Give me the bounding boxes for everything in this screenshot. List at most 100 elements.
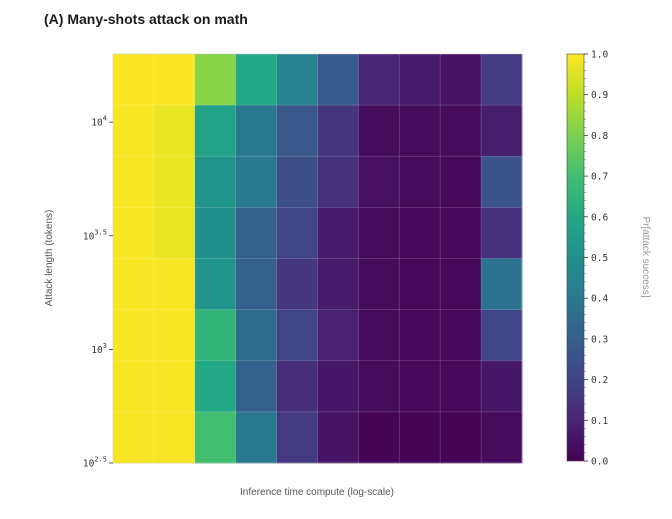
colorbar-tick-label: 0.1: [591, 416, 608, 427]
heatmap-cell: [481, 105, 523, 157]
heatmap-cell: [276, 105, 318, 157]
heatmap-cell: [194, 411, 237, 464]
heatmap-cell: [235, 411, 278, 464]
x-axis-label: Inference time compute (log-scale): [240, 487, 394, 498]
heatmap-cell: [113, 411, 155, 464]
heatmap-cell: [399, 156, 441, 208]
heatmap-cells: [113, 54, 523, 464]
chart-title: (A) Many-shots attack on math: [44, 11, 248, 27]
heatmap-cell: [194, 54, 237, 106]
heatmap-cell: [153, 411, 196, 464]
heatmap-cell: [399, 411, 441, 464]
colorbar-tick-label: 0.0: [591, 457, 608, 468]
heatmap-cell: [358, 309, 400, 362]
heatmap-cell: [153, 360, 196, 413]
plot-frame: [112, 53, 523, 464]
heatmap-cell: [276, 156, 318, 208]
heatmap-cell: [235, 360, 278, 413]
heatmap-cell: [440, 411, 482, 464]
heatmap-cell: [235, 156, 278, 208]
colorbar: [566, 53, 585, 462]
heatmap-cell: [358, 105, 400, 157]
heatmap-cell: [358, 156, 400, 208]
heatmap-cell: [153, 207, 196, 259]
heatmap-cell: [399, 258, 441, 311]
heatmap-cell: [153, 309, 196, 362]
heatmap-cell: [440, 360, 482, 413]
heatmap-cell: [113, 156, 155, 208]
heatmap-cell: [113, 105, 155, 157]
heatmap-cell: [153, 54, 196, 106]
heatmap-cell: [317, 411, 359, 464]
heatmap-cell: [481, 258, 523, 311]
heatmap-cell: [317, 54, 359, 106]
heatmap-cell: [440, 309, 482, 362]
heatmap-cell: [317, 105, 359, 157]
heatmap-cell: [317, 156, 359, 208]
heatmap-cell: [194, 258, 237, 311]
heatmap-cell: [440, 207, 482, 259]
colorbar-tick-label: 0.5: [591, 253, 608, 264]
heatmap-cell: [194, 360, 237, 413]
heatmap-cell: [358, 207, 400, 259]
heatmap-cell: [317, 207, 359, 259]
heatmap-cell: [194, 309, 237, 362]
heatmap-gridlines: [113, 54, 522, 463]
heatmap-cell: [235, 54, 278, 106]
heatmap-cell: [276, 207, 318, 259]
colorbar-tick-label: 0.2: [591, 375, 608, 386]
heatmap-cell: [317, 258, 359, 311]
heatmap-cell: [194, 105, 237, 157]
heatmap-cell: [276, 309, 318, 362]
heatmap-cell: [481, 54, 523, 106]
heatmap-cell: [153, 156, 196, 208]
heatmap-cell: [113, 54, 155, 106]
heatmap-cell: [399, 360, 441, 413]
heatmap-cell: [276, 258, 318, 311]
heatmap-cell: [399, 309, 441, 362]
heatmap-cell: [235, 258, 278, 311]
heatmap-cell: [481, 411, 523, 464]
heatmap-cell: [153, 105, 196, 157]
heatmap-cell: [440, 156, 482, 208]
heatmap-cell: [153, 258, 196, 311]
colorbar-tick-label: 0.6: [591, 212, 608, 223]
heatmap-cell: [358, 360, 400, 413]
heatmap-cell: [399, 105, 441, 157]
y-axis-label: Attack length (tokens): [44, 210, 55, 307]
heatmap-cell: [276, 54, 318, 106]
heatmap-cell: [235, 309, 278, 362]
heatmap-cell: [440, 54, 482, 106]
heatmap-cell: [235, 105, 278, 157]
colorbar-label: Pr[attack success]: [640, 216, 651, 297]
heatmap-cell: [276, 360, 318, 413]
heatmap-cell: [317, 360, 359, 413]
colorbar-tick-label: 0.4: [591, 294, 608, 305]
y-tick-label: 103.5: [83, 228, 107, 242]
heatmap-cell: [399, 54, 441, 106]
heatmap-cell: [358, 54, 400, 106]
y-tick-label: 104: [91, 115, 107, 129]
heatmap-cell: [481, 156, 523, 208]
heatmap-cell: [481, 360, 523, 413]
heatmap-cell: [440, 105, 482, 157]
heatmap-cell: [358, 411, 400, 464]
heatmap-cell: [317, 309, 359, 362]
heatmap-cell: [358, 258, 400, 311]
y-tick-label: 102.5: [83, 456, 107, 470]
heatmap-cell: [235, 207, 278, 259]
y-axis-ticks: 102.5 103 103.5 104: [83, 115, 113, 470]
y-tick-label: 103: [91, 342, 107, 356]
heatmap-cell: [113, 258, 155, 311]
colorbar-tick-label: 0.7: [591, 172, 608, 183]
heatmap-cell: [276, 411, 318, 464]
heatmap-cell: [194, 156, 237, 208]
colorbar-tick-label: 0.9: [591, 90, 608, 101]
heatmap-cell: [113, 309, 155, 362]
colorbar-tick-label: 1.0: [591, 50, 608, 61]
colorbar-ticks: 0.0 0.1 0.2 0.3 0.4 0.5 0.6 0.7 0.8 0.9 1.0: [584, 50, 608, 468]
heatmap-cell: [481, 309, 523, 362]
heatmap-cell: [113, 360, 155, 413]
heatmap-cell: [194, 207, 237, 259]
